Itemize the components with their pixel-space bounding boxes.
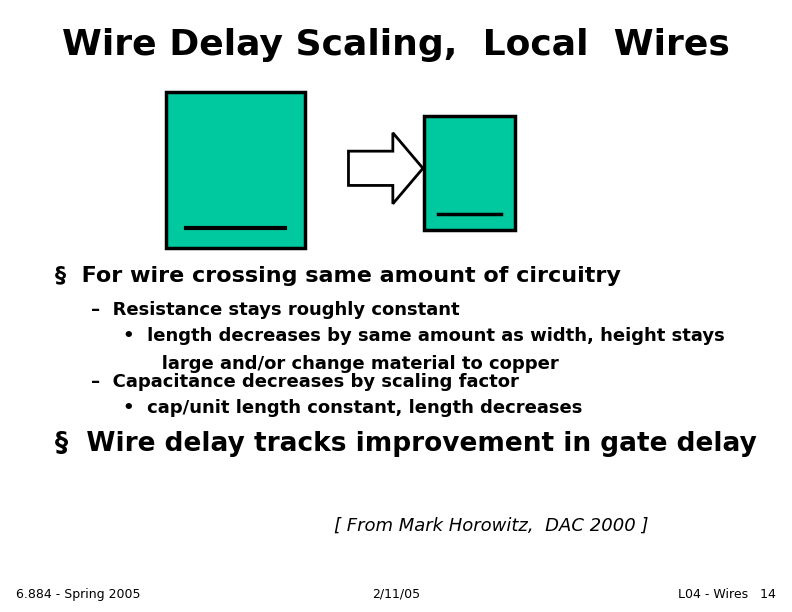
- Text: •  length decreases by same amount as width, height stays: • length decreases by same amount as wid…: [123, 327, 725, 345]
- Text: 2/11/05: 2/11/05: [372, 588, 420, 601]
- Text: [ From Mark Horowitz,  DAC 2000 ]: [ From Mark Horowitz, DAC 2000 ]: [333, 517, 649, 535]
- Text: –  Capacitance decreases by scaling factor: – Capacitance decreases by scaling facto…: [91, 373, 519, 391]
- Text: large and/or change material to copper: large and/or change material to copper: [143, 355, 558, 373]
- Text: §  Wire delay tracks improvement in gate delay: § Wire delay tracks improvement in gate …: [55, 431, 757, 457]
- Polygon shape: [348, 133, 423, 204]
- Text: 6.884 - Spring 2005: 6.884 - Spring 2005: [16, 588, 140, 601]
- Bar: [166, 92, 305, 248]
- Text: L04 - Wires   14: L04 - Wires 14: [678, 588, 776, 601]
- Text: Wire Delay Scaling,  Local  Wires: Wire Delay Scaling, Local Wires: [62, 28, 730, 62]
- Text: –  Resistance stays roughly constant: – Resistance stays roughly constant: [91, 301, 459, 319]
- Text: •  cap/unit length constant, length decreases: • cap/unit length constant, length decre…: [123, 399, 582, 417]
- Text: §  For wire crossing same amount of circuitry: § For wire crossing same amount of circu…: [55, 266, 621, 286]
- Bar: [424, 116, 515, 230]
